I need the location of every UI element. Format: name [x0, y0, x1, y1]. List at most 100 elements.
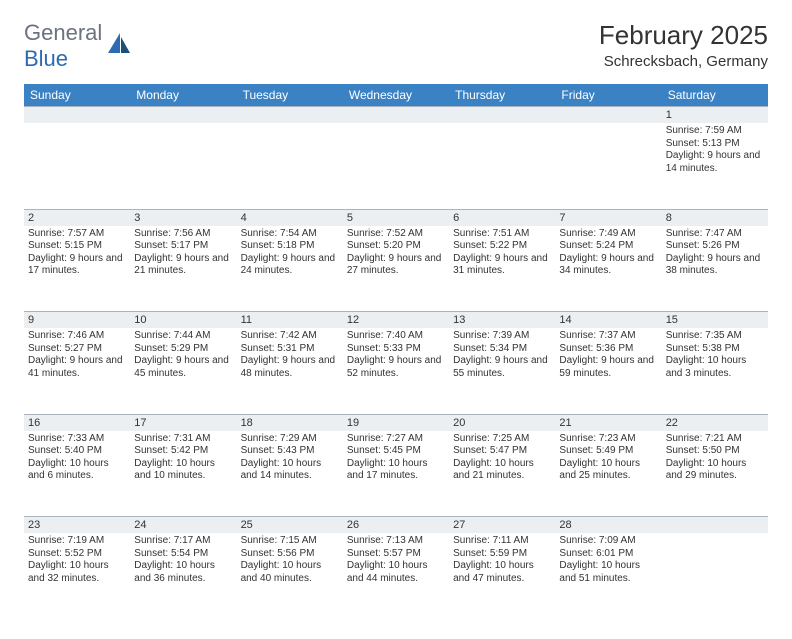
day-number-cell [237, 107, 343, 124]
day-detail-cell: Sunrise: 7:27 AMSunset: 5:45 PMDaylight:… [343, 431, 449, 517]
day-number-cell [555, 107, 661, 124]
month-title: February 2025 [599, 20, 768, 51]
day-detail-cell: Sunrise: 7:52 AMSunset: 5:20 PMDaylight:… [343, 226, 449, 312]
daylight-line: Daylight: 9 hours and 52 minutes. [347, 355, 445, 380]
sunrise-line: Sunrise: 7:11 AM [453, 535, 551, 548]
sunrise-line: Sunrise: 7:49 AM [559, 228, 657, 241]
day-detail-cell: Sunrise: 7:44 AMSunset: 5:29 PMDaylight:… [130, 328, 236, 414]
day-number-cell: 20 [449, 414, 555, 431]
calendar-page: General Blue February 2025 Schrecksbach,… [0, 0, 792, 639]
sunrise-line: Sunrise: 7:39 AM [453, 330, 551, 343]
day-number-cell [343, 107, 449, 124]
day-detail-cell [237, 123, 343, 209]
daylight-line: Daylight: 10 hours and 25 minutes. [559, 458, 657, 483]
daylight-line: Daylight: 10 hours and 36 minutes. [134, 560, 232, 585]
sunrise-line: Sunrise: 7:21 AM [666, 433, 764, 446]
daylight-line: Daylight: 10 hours and 17 minutes. [347, 458, 445, 483]
daylight-line: Daylight: 9 hours and 38 minutes. [666, 253, 764, 278]
day-number-cell: 10 [130, 312, 236, 329]
day-number-cell: 24 [130, 517, 236, 534]
day-detail-row: Sunrise: 7:19 AMSunset: 5:52 PMDaylight:… [24, 533, 768, 619]
day-number-cell: 7 [555, 209, 661, 226]
daylight-line: Daylight: 9 hours and 59 minutes. [559, 355, 657, 380]
sunset-line: Sunset: 5:49 PM [559, 445, 657, 458]
day-number-cell: 18 [237, 414, 343, 431]
day-number-cell: 13 [449, 312, 555, 329]
daylight-line: Daylight: 10 hours and 10 minutes. [134, 458, 232, 483]
sunset-line: Sunset: 5:40 PM [28, 445, 126, 458]
sunset-line: Sunset: 5:56 PM [241, 548, 339, 561]
sunset-line: Sunset: 5:38 PM [666, 343, 764, 356]
sunrise-line: Sunrise: 7:56 AM [134, 228, 232, 241]
day-number-cell: 6 [449, 209, 555, 226]
day-number-cell: 15 [662, 312, 768, 329]
day-detail-cell: Sunrise: 7:40 AMSunset: 5:33 PMDaylight:… [343, 328, 449, 414]
day-detail-cell: Sunrise: 7:31 AMSunset: 5:42 PMDaylight:… [130, 431, 236, 517]
day-detail-cell: Sunrise: 7:09 AMSunset: 6:01 PMDaylight:… [555, 533, 661, 619]
logo: General Blue [24, 20, 132, 72]
sunrise-line: Sunrise: 7:42 AM [241, 330, 339, 343]
sunset-line: Sunset: 5:59 PM [453, 548, 551, 561]
sunrise-line: Sunrise: 7:51 AM [453, 228, 551, 241]
sunrise-line: Sunrise: 7:23 AM [559, 433, 657, 446]
day-detail-cell: Sunrise: 7:46 AMSunset: 5:27 PMDaylight:… [24, 328, 130, 414]
sunrise-line: Sunrise: 7:40 AM [347, 330, 445, 343]
sunrise-line: Sunrise: 7:35 AM [666, 330, 764, 343]
day-number-row: 9101112131415 [24, 312, 768, 329]
day-detail-cell: Sunrise: 7:56 AMSunset: 5:17 PMDaylight:… [130, 226, 236, 312]
sunset-line: Sunset: 5:13 PM [666, 138, 764, 151]
sunrise-line: Sunrise: 7:15 AM [241, 535, 339, 548]
weekday-header: Saturday [662, 84, 768, 107]
day-number-cell: 19 [343, 414, 449, 431]
sunset-line: Sunset: 5:27 PM [28, 343, 126, 356]
day-number-cell: 8 [662, 209, 768, 226]
sunrise-line: Sunrise: 7:33 AM [28, 433, 126, 446]
sunset-line: Sunset: 5:54 PM [134, 548, 232, 561]
day-detail-cell [662, 533, 768, 619]
sunrise-line: Sunrise: 7:09 AM [559, 535, 657, 548]
sunset-line: Sunset: 5:26 PM [666, 240, 764, 253]
day-detail-cell: Sunrise: 7:59 AMSunset: 5:13 PMDaylight:… [662, 123, 768, 209]
daylight-line: Daylight: 9 hours and 48 minutes. [241, 355, 339, 380]
weekday-header: Sunday [24, 84, 130, 107]
day-detail-row: Sunrise: 7:33 AMSunset: 5:40 PM Daylight:… [24, 431, 768, 517]
sunset-line: Sunset: 5:22 PM [453, 240, 551, 253]
daylight-line: Daylight: 9 hours and 14 minutes. [666, 150, 764, 175]
weekday-header: Friday [555, 84, 661, 107]
daylight-line: Daylight: 9 hours and 27 minutes. [347, 253, 445, 278]
day-number-row: 1 [24, 107, 768, 124]
sunrise-line: Sunrise: 7:59 AM [666, 125, 764, 138]
sunrise-line: Sunrise: 7:57 AM [28, 228, 126, 241]
day-detail-cell: Sunrise: 7:57 AMSunset: 5:15 PMDaylight:… [24, 226, 130, 312]
day-detail-cell: Sunrise: 7:39 AMSunset: 5:34 PMDaylight:… [449, 328, 555, 414]
sunset-line: Sunset: 5:29 PM [134, 343, 232, 356]
day-number-row: 2345678 [24, 209, 768, 226]
day-detail-cell: Sunrise: 7:15 AMSunset: 5:56 PMDaylight:… [237, 533, 343, 619]
sunrise-line: Sunrise: 7:47 AM [666, 228, 764, 241]
day-detail-cell: Sunrise: 7:11 AMSunset: 5:59 PMDaylight:… [449, 533, 555, 619]
day-number-cell: 9 [24, 312, 130, 329]
day-number-cell: 14 [555, 312, 661, 329]
day-number-cell: 22 [662, 414, 768, 431]
day-detail-row: Sunrise: 7:57 AMSunset: 5:15 PMDaylight:… [24, 226, 768, 312]
day-number-cell: 23 [24, 517, 130, 534]
sunset-line: Sunset: 5:57 PM [347, 548, 445, 561]
weekday-header: Tuesday [237, 84, 343, 107]
day-detail-cell: Sunrise: 7:29 AMSunset: 5:43 PMDaylight:… [237, 431, 343, 517]
day-detail-cell: Sunrise: 7:19 AMSunset: 5:52 PMDaylight:… [24, 533, 130, 619]
daylight-line: Daylight: 9 hours and 34 minutes. [559, 253, 657, 278]
header: General Blue February 2025 Schrecksbach,… [24, 20, 768, 72]
weekday-header-row: Sunday Monday Tuesday Wednesday Thursday… [24, 84, 768, 107]
title-block: February 2025 Schrecksbach, Germany [599, 20, 768, 70]
logo-text-gray: General [24, 20, 102, 45]
logo-text-blue: Blue [24, 46, 68, 71]
sunrise-line: Sunrise: 7:25 AM [453, 433, 551, 446]
sunset-line: Sunset: 6:01 PM [559, 548, 657, 561]
day-detail-cell: Sunrise: 7:51 AMSunset: 5:22 PMDaylight:… [449, 226, 555, 312]
sunrise-line: Sunrise: 7:46 AM [28, 330, 126, 343]
sunset-line: Sunset: 5:20 PM [347, 240, 445, 253]
daylight-line: Daylight: 9 hours and 21 minutes. [134, 253, 232, 278]
day-number-cell: 3 [130, 209, 236, 226]
day-number-row: 232425262728 [24, 517, 768, 534]
daylight-line: Daylight: 10 hours and 40 minutes. [241, 560, 339, 585]
